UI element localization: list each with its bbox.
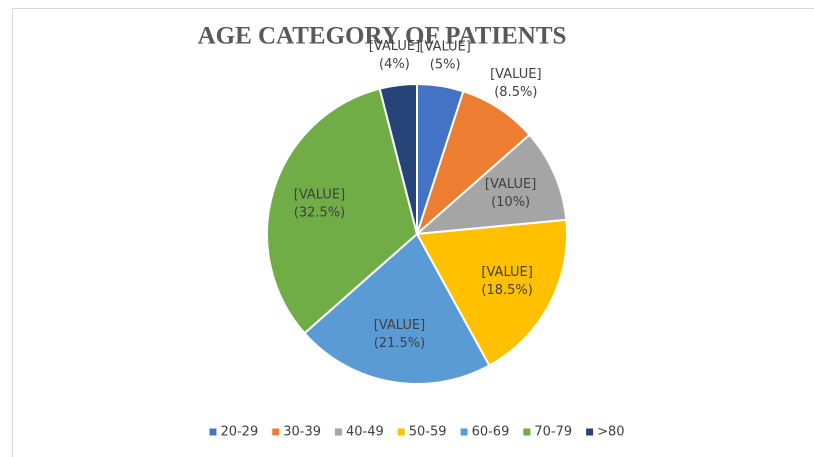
pie-slice [303,232,491,385]
legend-label: 50-59 [409,425,447,440]
data-label: (4%) [379,57,410,72]
pie-slice [266,87,419,335]
data-label-text: [VALUE] [294,188,345,203]
legend-label: >80 [597,425,624,440]
legend-label: 30-39 [283,425,321,440]
data-label-text: [VALUE] [485,177,536,192]
legend-swatch [335,428,342,436]
pie-slice [415,218,568,367]
data-label-text: [VALUE] [481,265,532,280]
legend-swatch [209,428,217,436]
legend-swatch [586,428,594,436]
legend-label: 40-49 [346,425,384,440]
data-label-text: [VALUE] [490,67,541,82]
data-label: (32.5%) [294,206,345,221]
pie-slice [414,133,568,236]
data-label: (18.5%) [481,283,532,298]
legend-swatch [272,428,280,436]
legend-swatch [397,428,405,436]
data-label: (5%) [430,58,461,73]
pie: [VALUE] (5%) [VALUE] (8.5%) [VALUE] (10%) [VAL… [266,39,568,385]
legend-label: 60-69 [472,425,510,440]
legend-label: 70-79 [534,425,572,440]
data-label: (21.5%) [374,336,425,351]
legend-swatch [523,428,531,436]
legend: 20-29 30-39 40-49 50-59 60-69 70-79 >80 [209,425,625,440]
data-label-text: [VALUE] [369,39,420,54]
pie-slice [378,82,418,235]
legend-swatch [460,428,468,436]
data-label-text: [VALUE] [374,318,425,333]
data-label: (8.5%) [494,85,537,100]
data-label: (10%) [491,195,530,210]
legend-label: 20-29 [220,425,258,440]
chart-title: AGE CATEGORY OF PATIENTS [198,23,567,50]
data-label-text: [VALUE] [419,40,470,55]
